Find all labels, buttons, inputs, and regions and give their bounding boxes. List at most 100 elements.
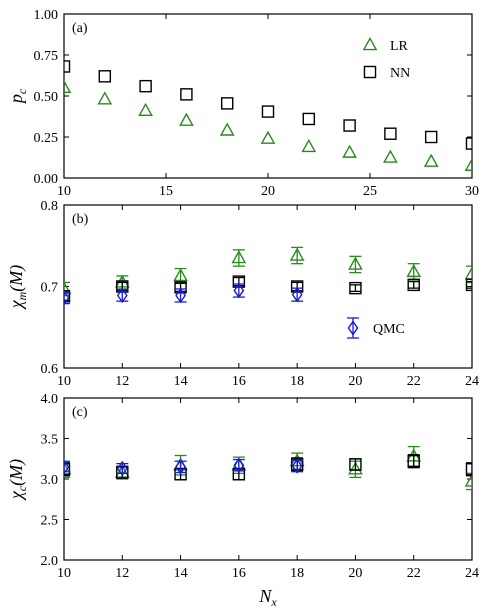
x-tick-label: 14 bbox=[174, 374, 188, 389]
data-point-square bbox=[407, 454, 420, 468]
y-tick-label: 3.0 bbox=[41, 473, 59, 488]
x-tick-label: 12 bbox=[115, 566, 129, 581]
data-point-triangle bbox=[464, 473, 472, 487]
data-point-square bbox=[261, 105, 275, 118]
y-tick-label: 2.5 bbox=[41, 514, 59, 529]
y-tick-label: 0.50 bbox=[34, 90, 59, 105]
x-tick-label: 24 bbox=[465, 566, 479, 581]
data-point-triangle bbox=[406, 263, 422, 278]
data-point-diamond bbox=[175, 287, 186, 304]
series-square bbox=[64, 454, 472, 481]
y-tick-label: 0.75 bbox=[34, 49, 59, 64]
y-tick-label: 0.7 bbox=[41, 281, 59, 296]
data-point-diamond bbox=[233, 282, 245, 299]
data-point-square bbox=[98, 70, 112, 83]
legend-entry: NN bbox=[363, 65, 410, 81]
y-axis-label-base: χ bbox=[6, 490, 26, 501]
x-tick-label: 30 bbox=[465, 184, 479, 199]
panel-label: (c) bbox=[72, 405, 88, 420]
data-point-triangle bbox=[219, 122, 235, 136]
y-axis-label-subscript: c bbox=[15, 485, 29, 491]
data-point-triangle bbox=[289, 247, 305, 261]
data-point-triangle bbox=[423, 153, 439, 167]
x-axis-label-base: N bbox=[258, 586, 272, 606]
x-tick-label: 24 bbox=[465, 374, 479, 389]
x-tick-label: 10 bbox=[57, 566, 71, 581]
y-axis-label-suffix: (M) bbox=[6, 265, 27, 292]
data-point-triangle bbox=[383, 149, 398, 163]
data-point-diamond bbox=[116, 460, 128, 477]
data-point-triangle bbox=[97, 91, 113, 105]
x-tick-label: 20 bbox=[348, 374, 362, 389]
data-point-square bbox=[64, 60, 71, 73]
x-tick-label: 22 bbox=[407, 374, 421, 389]
data-point-square bbox=[302, 112, 316, 126]
data-point-square bbox=[407, 278, 420, 292]
panel-a: 10 15 20 25 30 0.00 0.25 0.50 0.75 1.00 (a) pc LR NN bbox=[6, 8, 479, 199]
x-tick-label: 20 bbox=[261, 184, 275, 199]
data-point-square bbox=[349, 458, 362, 471]
x-tick-label: 20 bbox=[348, 566, 362, 581]
legend-label: NN bbox=[390, 66, 410, 81]
y-tick-label: 2.0 bbox=[41, 554, 59, 569]
data-point-triangle bbox=[348, 461, 363, 475]
data-point-triangle bbox=[301, 138, 317, 153]
y-axis-label-subscript: m bbox=[15, 291, 29, 300]
plot-area bbox=[64, 60, 472, 171]
data-point-square bbox=[180, 88, 193, 101]
series-diamond bbox=[64, 457, 304, 477]
x-tick-label: 16 bbox=[232, 374, 246, 389]
y-axis-label-subscript: c bbox=[15, 88, 29, 94]
legend-marker-square bbox=[363, 65, 377, 79]
y-axis-label-base: p bbox=[6, 94, 26, 105]
y-tick-label: 0.6 bbox=[41, 362, 59, 377]
data-point-square bbox=[139, 79, 152, 93]
data-point-triangle bbox=[231, 250, 247, 264]
plot-frame bbox=[63, 13, 473, 179]
data-point-triangle bbox=[173, 267, 188, 282]
y-tick-label: 3.5 bbox=[41, 433, 59, 448]
y-axis-label: χc(M) bbox=[6, 459, 29, 501]
x-tick-label: 10 bbox=[57, 374, 71, 389]
legend-label: LR bbox=[390, 39, 409, 54]
data-point-diamond bbox=[291, 458, 303, 474]
data-point-square bbox=[424, 130, 438, 144]
x-tick-label: 18 bbox=[290, 374, 304, 389]
y-tick-label: 1.00 bbox=[34, 8, 59, 23]
data-point-square bbox=[349, 281, 362, 295]
x-tick-label: 12 bbox=[115, 374, 129, 389]
x-tick-label: 14 bbox=[174, 566, 188, 581]
data-point-square bbox=[465, 278, 472, 292]
data-point-diamond bbox=[64, 290, 70, 306]
data-point-triangle bbox=[464, 157, 472, 171]
legend-entry: LR bbox=[362, 37, 409, 54]
panel-label: (b) bbox=[72, 212, 89, 227]
x-tick-label: 18 bbox=[290, 566, 304, 581]
y-tick-label: 4.0 bbox=[41, 392, 59, 407]
data-point-triangle bbox=[179, 112, 194, 126]
y-tick-label: 0.8 bbox=[41, 199, 59, 214]
data-point-diamond bbox=[175, 459, 186, 475]
x-axis-label-subscript: x bbox=[270, 595, 277, 609]
series-diamond bbox=[64, 282, 304, 306]
data-point-diamond bbox=[291, 286, 303, 303]
y-axis-label: χm(M) bbox=[6, 265, 29, 311]
data-point-square bbox=[465, 463, 472, 476]
plot-area bbox=[64, 445, 472, 491]
panel-c: 10 12 14 16 18 20 22 24 2.0 2.5 3.0 3.5 4.0 (c) χc(M) N… bbox=[6, 392, 479, 609]
data-point-square bbox=[64, 290, 71, 303]
data-point-square bbox=[220, 97, 234, 110]
y-tick-label: 0.00 bbox=[34, 172, 59, 187]
data-point-triangle bbox=[260, 130, 276, 144]
series-square bbox=[64, 60, 472, 150]
x-tick-label: 16 bbox=[232, 566, 246, 581]
legend-marker-triangle bbox=[362, 37, 378, 51]
legend-entry: QMC bbox=[347, 317, 405, 339]
y-axis-label-base: χ bbox=[6, 299, 26, 310]
y-axis-label: pc bbox=[6, 88, 29, 105]
data-point-diamond bbox=[233, 457, 245, 473]
y-axis-label-suffix: (M) bbox=[6, 459, 27, 486]
panel-label: (a) bbox=[72, 21, 88, 36]
x-axis-label: Nx bbox=[258, 586, 277, 609]
data-point-triangle bbox=[64, 79, 72, 94]
